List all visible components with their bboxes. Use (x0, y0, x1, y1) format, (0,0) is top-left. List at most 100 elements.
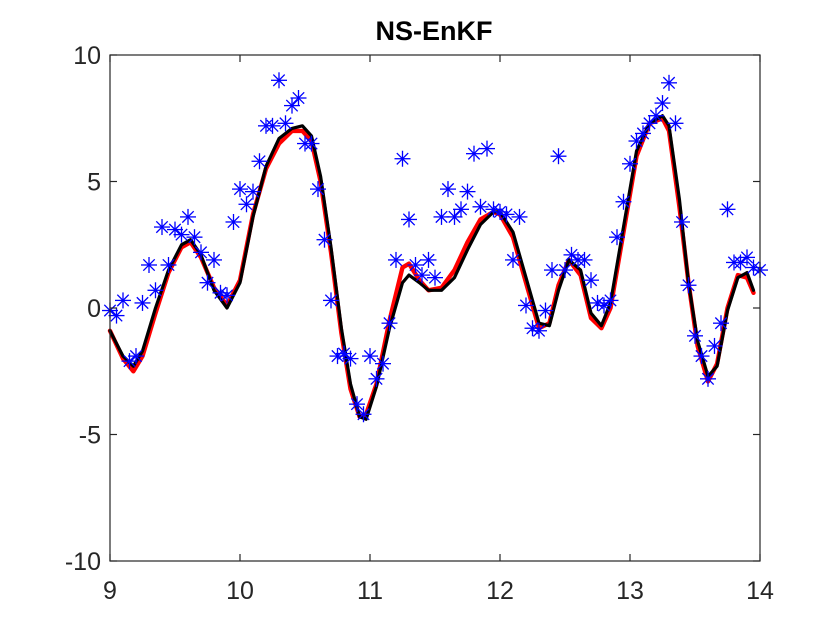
x-tick-label: 12 (486, 577, 514, 605)
observation-point (615, 193, 632, 210)
observation-point (173, 226, 190, 243)
observation-point (199, 274, 216, 291)
observation-point (271, 72, 287, 89)
observation-point (316, 231, 333, 248)
observation-point (108, 307, 125, 324)
x-tick-label: 10 (226, 577, 254, 605)
observation-point (609, 229, 625, 246)
observation-point (440, 181, 456, 198)
observation-point (329, 348, 346, 365)
y-axis-tick-labels: -10 -5 0 5 10 (65, 42, 101, 576)
observation-point (349, 396, 365, 413)
observation-point (498, 206, 515, 223)
observation-point (251, 153, 268, 170)
observation-point (531, 322, 547, 339)
axis-ticks (109, 54, 761, 562)
observation-point (719, 201, 736, 218)
observation-point (323, 292, 339, 309)
observation-point (407, 256, 424, 273)
y-tick-label: -10 (65, 548, 101, 576)
observation-point (693, 348, 710, 365)
observation-point (154, 219, 170, 236)
observation-point (550, 148, 567, 165)
observation-point (589, 294, 606, 311)
y-tick-label: 0 (87, 295, 101, 323)
observation-point (511, 208, 528, 225)
observation-point (128, 348, 144, 365)
observation-point (654, 95, 671, 112)
observation-point (212, 284, 229, 301)
observation-point (186, 229, 203, 246)
x-axis-tick-labels: 9 10 11 12 13 14 (103, 577, 774, 605)
observation-point (414, 267, 430, 284)
observation-point (219, 287, 235, 304)
observation-point (459, 183, 476, 200)
observation-point (602, 292, 619, 309)
observation-point (134, 294, 151, 311)
observation-point (180, 208, 196, 225)
observation-point (264, 117, 281, 134)
observation-point (661, 74, 677, 91)
observation-point (745, 259, 762, 276)
observation-point (303, 135, 320, 152)
x-tick-label: 9 (103, 577, 117, 605)
observation-point (732, 254, 749, 271)
observation-point (674, 213, 690, 230)
observation-point (485, 201, 502, 218)
x-tick-label: 13 (616, 577, 644, 605)
observation-point (622, 155, 638, 172)
observation-point (160, 256, 177, 273)
y-tick-label: 10 (73, 42, 101, 70)
observation-point (245, 183, 261, 200)
observation-point (453, 201, 469, 218)
observation-point (193, 244, 209, 261)
observation-point (557, 262, 573, 279)
observation-point (310, 181, 326, 198)
observation-point (446, 208, 463, 225)
observation-point (225, 213, 242, 230)
observation-point (466, 145, 482, 162)
observation-point (505, 251, 521, 268)
y-tick-label: 5 (87, 169, 101, 197)
observation-point (713, 315, 729, 332)
observation-point (739, 249, 755, 266)
observation-point (583, 272, 599, 289)
observation-point (167, 221, 183, 238)
observation-point (537, 302, 554, 319)
observation-point (355, 406, 372, 423)
observation-point (420, 251, 437, 268)
observation-point (479, 140, 495, 157)
series-line-2 (108, 114, 756, 421)
observation-point (472, 198, 489, 215)
observation-point (680, 277, 697, 294)
y-tick-label: -5 (79, 422, 101, 450)
observation-point (667, 115, 684, 132)
observation-point (232, 181, 248, 198)
observation-point (388, 251, 404, 268)
x-tick-label: 14 (746, 577, 774, 605)
observation-point (576, 251, 593, 268)
observation-point (401, 211, 417, 228)
observation-point (121, 353, 138, 370)
observation-point (368, 370, 385, 387)
x-tick-label: 11 (357, 577, 383, 605)
observation-point (290, 90, 307, 107)
observation-point (115, 292, 131, 309)
observation-point (641, 115, 658, 132)
observation-point (524, 320, 541, 337)
observation-point (706, 337, 723, 354)
observation-point (375, 355, 391, 372)
observation-point (381, 315, 398, 332)
observation-point (277, 115, 294, 132)
observation-point (141, 256, 157, 273)
observation-point (147, 282, 164, 299)
observation-point (648, 107, 664, 124)
observation-point (284, 97, 300, 114)
observation-point (362, 348, 378, 365)
observation-point (427, 269, 443, 286)
observation-point (635, 125, 651, 142)
observation-point (492, 203, 508, 220)
observation-point (238, 196, 255, 213)
